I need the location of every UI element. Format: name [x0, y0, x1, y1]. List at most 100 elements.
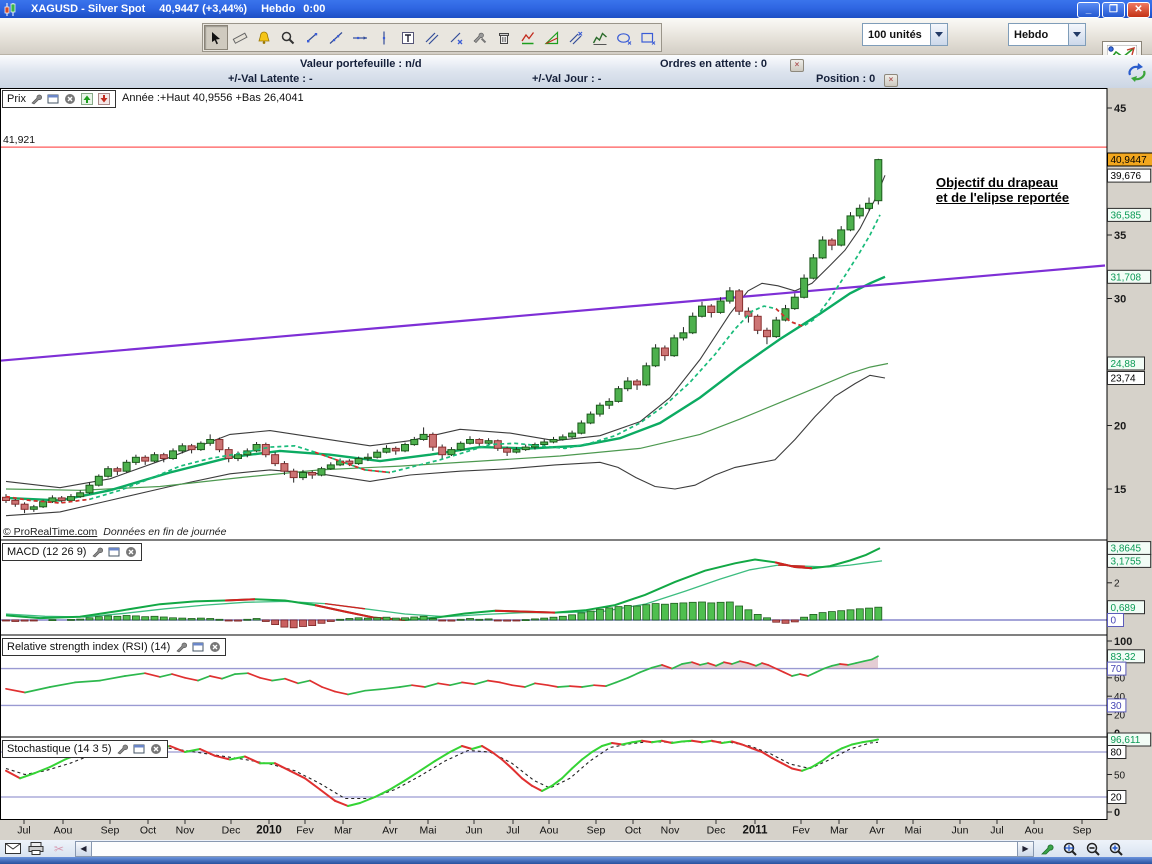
- title-bar[interactable]: XAGUSD - Silver Spot 40,9447 (+3,44%) He…: [0, 0, 1152, 18]
- window-quote: 40,9447 (+3,44%): [159, 3, 247, 15]
- svg-text:2: 2: [1114, 579, 1120, 590]
- alarm-icon: [256, 30, 272, 46]
- tool-vertical-line[interactable]: [372, 25, 396, 50]
- units-select[interactable]: 100 unités: [862, 23, 948, 46]
- position-label: Position : 0: [816, 73, 875, 85]
- portfolio-value-label: Valeur portefeuille : n/d: [300, 58, 422, 70]
- rectangle-icon: [640, 30, 656, 46]
- tool-cursor[interactable]: [204, 25, 228, 50]
- macd-panel-title: MACD (12 26 9): [7, 546, 86, 558]
- tool-segment[interactable]: [300, 25, 324, 50]
- svg-text:83,32: 83,32: [1111, 652, 1136, 663]
- line-icon: [328, 30, 344, 46]
- window-bottom-edge: [0, 857, 1152, 864]
- scrollbar-track[interactable]: [92, 841, 1017, 857]
- popout-window-icon[interactable]: [191, 641, 204, 653]
- extended-line-icon: [352, 30, 368, 46]
- close-panel-icon[interactable]: [150, 743, 163, 755]
- wrench-icon[interactable]: [30, 93, 43, 105]
- tool-zoom[interactable]: [276, 25, 300, 50]
- chevron-down-icon[interactable]: [1068, 24, 1085, 45]
- tool-parallel-lines[interactable]: [420, 25, 444, 50]
- wrench-icon[interactable]: [116, 743, 129, 755]
- svg-text:Avr: Avr: [382, 825, 398, 837]
- tool-delete-lines[interactable]: [564, 25, 588, 50]
- zoom-in-icon[interactable]: [1106, 841, 1126, 856]
- svg-text:Mar: Mar: [830, 825, 849, 837]
- position-detail-icon[interactable]: ×: [884, 74, 898, 87]
- timeframe-select[interactable]: Hebdo: [1008, 23, 1086, 46]
- tool-line[interactable]: [324, 25, 348, 50]
- tool-segment-delete[interactable]: [444, 25, 468, 50]
- close-panel-icon[interactable]: [208, 641, 221, 653]
- svg-text:2010: 2010: [256, 825, 282, 837]
- status-bar: ✂ ◀ ▶: [0, 840, 1152, 857]
- tool-rectangle[interactable]: [636, 25, 660, 50]
- tool-retracement[interactable]: [516, 25, 540, 50]
- svg-text:Mai: Mai: [905, 825, 922, 837]
- stoch-panel-header: Stochastique (14 3 5): [2, 740, 168, 758]
- svg-text:0: 0: [1111, 616, 1117, 627]
- timeframe-value: Hebdo: [1009, 24, 1068, 45]
- svg-text:Nov: Nov: [661, 825, 680, 837]
- wrench-icon[interactable]: [90, 546, 103, 558]
- chevron-down-icon[interactable]: [930, 24, 947, 45]
- tool-fan[interactable]: [540, 25, 564, 50]
- tool-ruler[interactable]: [228, 25, 252, 50]
- trash-icon: [496, 30, 512, 46]
- svg-text:100: 100: [1114, 636, 1132, 648]
- tool-alarm[interactable]: [252, 25, 276, 50]
- svg-text:50: 50: [1114, 770, 1126, 781]
- svg-text:Jul: Jul: [17, 825, 30, 837]
- tool-tools[interactable]: [468, 25, 492, 50]
- svg-text:30: 30: [1114, 293, 1126, 305]
- svg-text:Jul: Jul: [506, 825, 519, 837]
- orders-detail-icon[interactable]: ×: [790, 59, 804, 72]
- close-button[interactable]: ✕: [1127, 2, 1150, 18]
- close-panel-icon[interactable]: [64, 93, 77, 105]
- close-panel-icon[interactable]: [124, 546, 137, 558]
- prorealtime-link[interactable]: © ProRealTime.com: [3, 526, 97, 538]
- minimize-button[interactable]: _: [1077, 2, 1100, 18]
- trading-app-window: XAGUSD - Silver Spot 40,9447 (+3,44%) He…: [0, 0, 1152, 864]
- svg-text:Jun: Jun: [952, 825, 969, 837]
- ellipse-icon: [616, 30, 632, 46]
- zoom-fit-icon[interactable]: [1060, 841, 1080, 856]
- svg-text:45: 45: [1114, 103, 1126, 115]
- horizontal-scrollbar[interactable]: ◀ ▶: [75, 842, 1034, 856]
- print-icon[interactable]: [26, 841, 46, 856]
- svg-text:Nov: Nov: [176, 825, 195, 837]
- zoom-out-icon[interactable]: [1083, 841, 1103, 856]
- cut-icon: ✂: [49, 841, 69, 856]
- tool-ellipse[interactable]: [612, 25, 636, 50]
- adjust-tool-icon[interactable]: [1037, 841, 1057, 856]
- freehand-icon: [592, 30, 608, 46]
- svg-text:Sep: Sep: [587, 825, 606, 837]
- scroll-right-icon[interactable]: ▶: [1017, 841, 1034, 857]
- svg-text:Sep: Sep: [1073, 825, 1092, 837]
- buy-arrow-icon[interactable]: [81, 93, 94, 105]
- svg-text:Jun: Jun: [466, 825, 483, 837]
- restore-button[interactable]: ❐: [1102, 2, 1125, 18]
- scroll-left-icon[interactable]: ◀: [75, 841, 92, 857]
- svg-text:Oct: Oct: [625, 825, 641, 837]
- tools-icon: [472, 30, 488, 46]
- window-timeframe: Hebdo: [261, 3, 295, 15]
- tool-freehand[interactable]: [588, 25, 612, 50]
- wrench-icon[interactable]: [174, 641, 187, 653]
- tool-extended-line[interactable]: [348, 25, 372, 50]
- refresh-icon[interactable]: [1126, 61, 1148, 83]
- objective-note[interactable]: Objectif du drapeau et de l'elipse repor…: [936, 175, 1069, 205]
- svg-text:Dec: Dec: [222, 825, 241, 837]
- price-panel-title: Prix: [7, 93, 26, 105]
- popout-window-icon[interactable]: [133, 743, 146, 755]
- popout-window-icon[interactable]: [47, 93, 60, 105]
- popout-window-icon[interactable]: [107, 546, 120, 558]
- mail-icon[interactable]: [3, 841, 23, 856]
- retracement-icon: [520, 30, 536, 46]
- tool-text[interactable]: [396, 25, 420, 50]
- tool-trash[interactable]: [492, 25, 516, 50]
- sell-arrow-icon[interactable]: [98, 93, 111, 105]
- alert-level-label: 41,921: [3, 134, 35, 146]
- ruler-icon: [232, 30, 248, 46]
